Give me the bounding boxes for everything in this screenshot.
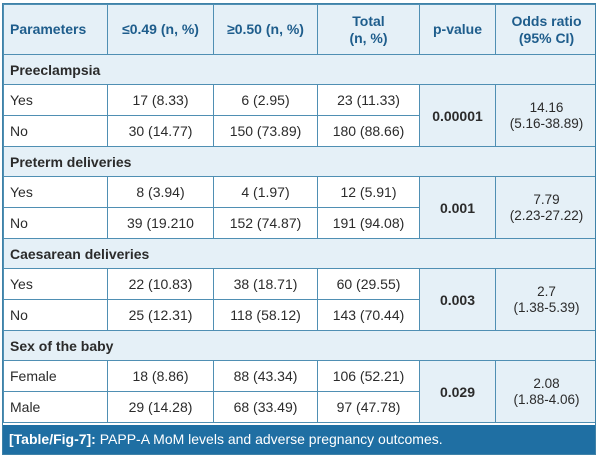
odds-ci: (5.16-38.89) <box>509 115 584 131</box>
header-odds-line1: Odds ratio <box>511 12 582 29</box>
cell-high: 4 (1.97) <box>213 176 318 208</box>
row-label: Yes <box>3 268 108 300</box>
section-title: Caesarean deliveries <box>3 238 595 269</box>
cell-high: 118 (58.12) <box>213 299 318 331</box>
caption-tag: [Table/Fig-7]: <box>9 431 96 447</box>
cell-high: 152 (74.87) <box>213 207 318 239</box>
header-odds-ratio: Odds ratio (95% CI) <box>495 4 595 55</box>
row-label: Yes <box>3 176 108 208</box>
cell-low: 18 (8.86) <box>107 360 214 392</box>
cell-odds: 2.7 (1.38-5.39) <box>495 268 595 331</box>
cell-pvalue: 0.003 <box>419 268 496 331</box>
cell-odds: 7.79 (2.23-27.22) <box>495 176 595 239</box>
cell-pvalue: 0.00001 <box>419 84 496 147</box>
cell-low: 8 (3.94) <box>107 176 214 208</box>
table-row: Yes 22 (10.83) 38 (18.71) 60 (29.55) 0.0… <box>3 268 595 331</box>
row-label: Female <box>3 360 108 392</box>
odds-value: 7.79 <box>533 191 560 207</box>
section-title: Preterm deliveries <box>3 146 595 177</box>
results-table-figure: Parameters ≤0.49 (n, %) ≥0.50 (n, %) Tot… <box>2 3 596 455</box>
results-table: Parameters ≤0.49 (n, %) ≥0.50 (n, %) Tot… <box>3 4 596 423</box>
header-high-mom: ≥0.50 (n, %) <box>213 4 318 55</box>
table-row: No 39 (19.210 152 (74.87) 191 (94.08) <box>3 207 596 239</box>
odds-value: 14.16 <box>529 99 564 115</box>
header-pvalue: p-value <box>419 4 496 55</box>
odds-ci: (1.38-5.39) <box>513 299 580 315</box>
odds-ci: (2.23-27.22) <box>509 207 584 223</box>
table-caption: [Table/Fig-7]: PAPP-A MoM levels and adv… <box>3 425 595 454</box>
cell-pvalue: 0.029 <box>419 360 496 423</box>
section-row: Caesarean deliveries <box>3 238 595 269</box>
row-label: No <box>3 299 108 331</box>
row-label: Male <box>3 391 108 423</box>
cell-low: 25 (12.31) <box>107 299 214 331</box>
cell-low: 30 (14.77) <box>107 115 214 147</box>
cell-total: 106 (52.21) <box>317 360 420 392</box>
section-title: Sex of the baby <box>3 330 595 361</box>
cell-total: 180 (88.66) <box>317 115 420 147</box>
table-row: Yes 17 (8.33) 6 (2.95) 23 (11.33) 0.0000… <box>3 84 595 147</box>
header-total: Total (n, %) <box>317 4 420 55</box>
cell-odds: 2.08 (1.88-4.06) <box>495 360 595 423</box>
header-low-mom: ≤0.49 (n, %) <box>107 4 214 55</box>
cell-pvalue: 0.001 <box>419 176 496 239</box>
section-row: Preterm deliveries <box>3 146 595 177</box>
odds-value: 2.7 <box>537 283 556 299</box>
section-title: Preeclampsia <box>3 54 595 85</box>
section-row: Sex of the baby <box>3 330 595 361</box>
row-label: No <box>3 115 108 147</box>
cell-high: 150 (73.89) <box>213 115 318 147</box>
cell-high: 68 (33.49) <box>213 391 318 423</box>
header-odds-line2: (95% CI) <box>518 29 575 46</box>
odds-ci: (1.88-4.06) <box>513 391 580 407</box>
caption-text: PAPP-A MoM levels and adverse pregnancy … <box>99 431 443 447</box>
cell-high: 6 (2.95) <box>213 84 318 116</box>
cell-odds: 14.16 (5.16-38.89) <box>495 84 595 147</box>
cell-high: 38 (18.71) <box>213 268 318 300</box>
table-row: No 30 (14.77) 150 (73.89) 180 (88.66) <box>3 115 596 147</box>
cell-total: 60 (29.55) <box>317 268 420 300</box>
cell-low: 22 (10.83) <box>107 268 214 300</box>
cell-low: 29 (14.28) <box>107 391 214 423</box>
table-row: No 25 (12.31) 118 (58.12) 143 (70.44) <box>3 299 596 331</box>
odds-value: 2.08 <box>533 375 560 391</box>
cell-total: 23 (11.33) <box>317 84 420 116</box>
section-row: Preeclampsia <box>3 54 595 85</box>
cell-total: 191 (94.08) <box>317 207 420 239</box>
row-label: Yes <box>3 84 108 116</box>
cell-high: 88 (43.34) <box>213 360 318 392</box>
cell-total: 97 (47.78) <box>317 391 420 423</box>
cell-low: 39 (19.210 <box>107 207 214 239</box>
header-parameters: Parameters <box>3 4 108 55</box>
cell-total: 12 (5.91) <box>317 176 420 208</box>
table-row: Female 18 (8.86) 88 (43.34) 106 (52.21) … <box>3 360 595 423</box>
table-header-row: Parameters ≤0.49 (n, %) ≥0.50 (n, %) Tot… <box>3 4 595 55</box>
header-total-line1: Total <box>352 12 385 29</box>
table-row: Yes 8 (3.94) 4 (1.97) 12 (5.91) 0.001 7.… <box>3 176 595 239</box>
cell-total: 143 (70.44) <box>317 299 420 331</box>
cell-low: 17 (8.33) <box>107 84 214 116</box>
header-total-line2: (n, %) <box>349 29 388 46</box>
table-row: Male 29 (14.28) 68 (33.49) 97 (47.78) <box>3 391 596 423</box>
row-label: No <box>3 207 108 239</box>
